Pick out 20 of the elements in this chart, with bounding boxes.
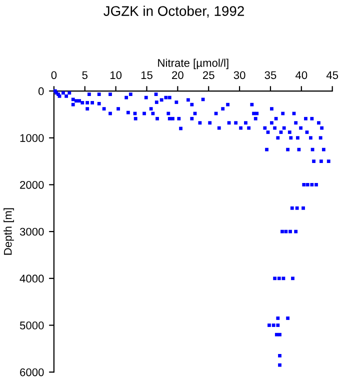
y-tick-label: 1000 xyxy=(20,134,44,142)
y-tick-label: 3000 xyxy=(20,228,44,236)
y-tick-label: 6000 xyxy=(20,368,44,376)
x-tick-label: 30 xyxy=(234,71,246,80)
x-tick-label: 35 xyxy=(264,71,276,80)
x-tick-label: 40 xyxy=(295,71,308,80)
x-tick-label: 15 xyxy=(141,71,152,80)
x-tick-label: 10 xyxy=(110,71,122,80)
x-tick-label: 45 xyxy=(326,71,338,80)
chart-title: JGZK in October, 1992 xyxy=(104,6,244,18)
x-tick-label: 25 xyxy=(202,71,214,80)
x-tick-label: 0 xyxy=(51,71,57,80)
x-axis-title: Nitrate [µmol/l] xyxy=(158,58,228,70)
x-tick-label: 20 xyxy=(172,71,184,80)
y-tick-label: 0 xyxy=(38,87,44,96)
y-axis-title: Depth [m] xyxy=(4,208,14,255)
x-tick-label: 5 xyxy=(82,71,88,80)
y-tick-label: 4000 xyxy=(20,274,44,283)
y-tick-label: 5000 xyxy=(20,322,44,330)
y-tick-label: 2000 xyxy=(20,180,44,189)
